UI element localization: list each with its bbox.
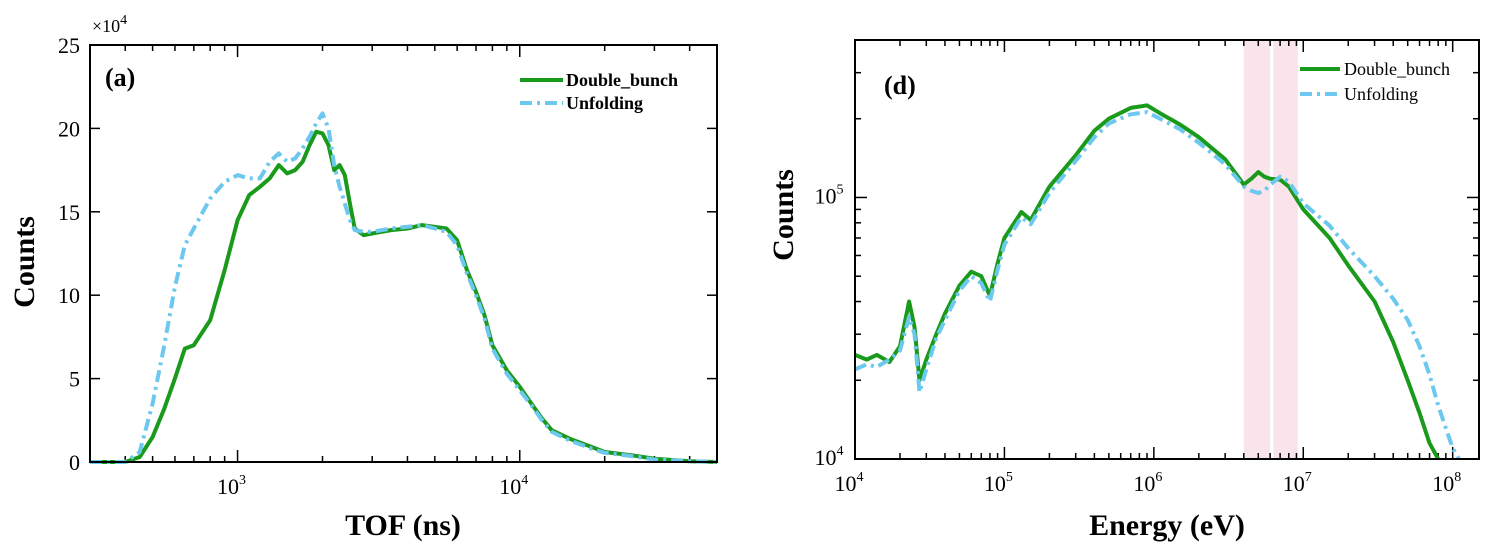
chart-d-series-double-bunch [854,103,1440,460]
chart-a: 103 104 0 5 10 15 20 25 ×104 (a) TOF (ns) Count… [8,13,718,542]
chart-d-x-tick-label: 106 [1133,470,1162,496]
chart-a-y-tick-label: 20 [58,116,80,141]
chart-a-y-tick-label: 15 [58,200,80,225]
chart-a-series-unfolding [90,111,718,464]
chart-d-y-axis-label: Counts [767,169,800,261]
chart-a-x-axis-label: TOF (ns) [345,509,461,542]
chart-d-x-axis-label: Energy (eV) [1089,509,1245,542]
chart-d-ticks: 104 105 106 107 108 104 105 [815,40,1479,496]
chart-d: 104 105 106 107 108 104 105 (d) Energy (eV) Co… [767,39,1480,542]
chart-a-legend: Double_bunch Unfolding [520,70,678,113]
chart-a-y-tick-label: 0 [69,450,80,475]
chart-d-y-tick-label: 104 [815,444,844,470]
chart-d-x-tick-label: 108 [1432,470,1461,496]
chart-a-panel-label: (a) [105,63,135,92]
chart-d-legend-label-unfolding: Unfolding [1344,84,1418,104]
chart-d-x-tick-label: 104 [835,470,864,496]
chart-d-series-unfolding [854,110,1461,460]
chart-a-series-double-bunch [90,129,718,464]
chart-d-plot-area [854,103,1461,460]
chart-d-x-tick-label: 107 [1283,470,1312,496]
chart-d-highlight-band-1 [1243,40,1271,459]
chart-d-legend-label-double-bunch: Double_bunch [1344,59,1450,79]
chart-d-highlight-band-2 [1273,40,1298,459]
chart-a-x-tick-label: 103 [217,473,246,499]
chart-a-legend-label-unfolding: Unfolding [566,93,643,113]
chart-d-highlight-bands [1243,40,1298,459]
chart-a-y-tick-label: 25 [58,33,80,58]
chart-a-x-tick-label: 104 [499,473,528,499]
chart-a-frame [89,44,718,463]
chart-a-y-multiplier: ×104 [92,13,127,36]
chart-d-legend: Double_bunch Unfolding [1300,59,1450,104]
chart-a-y-tick-label: 5 [69,367,80,392]
chart-a-ticks: 103 104 0 5 10 15 20 25 [58,33,717,499]
chart-a-plot-area [90,111,718,464]
chart-a-legend-label-double-bunch: Double_bunch [566,70,678,90]
chart-d-y-tick-label: 105 [815,182,844,208]
chart-a-y-axis-label: Counts [8,216,41,308]
chart-d-x-tick-label: 105 [984,470,1013,496]
chart-d-panel-label: (d) [884,71,916,100]
chart-a-y-tick-label: 10 [58,283,80,308]
chart-d-frame [854,39,1480,460]
